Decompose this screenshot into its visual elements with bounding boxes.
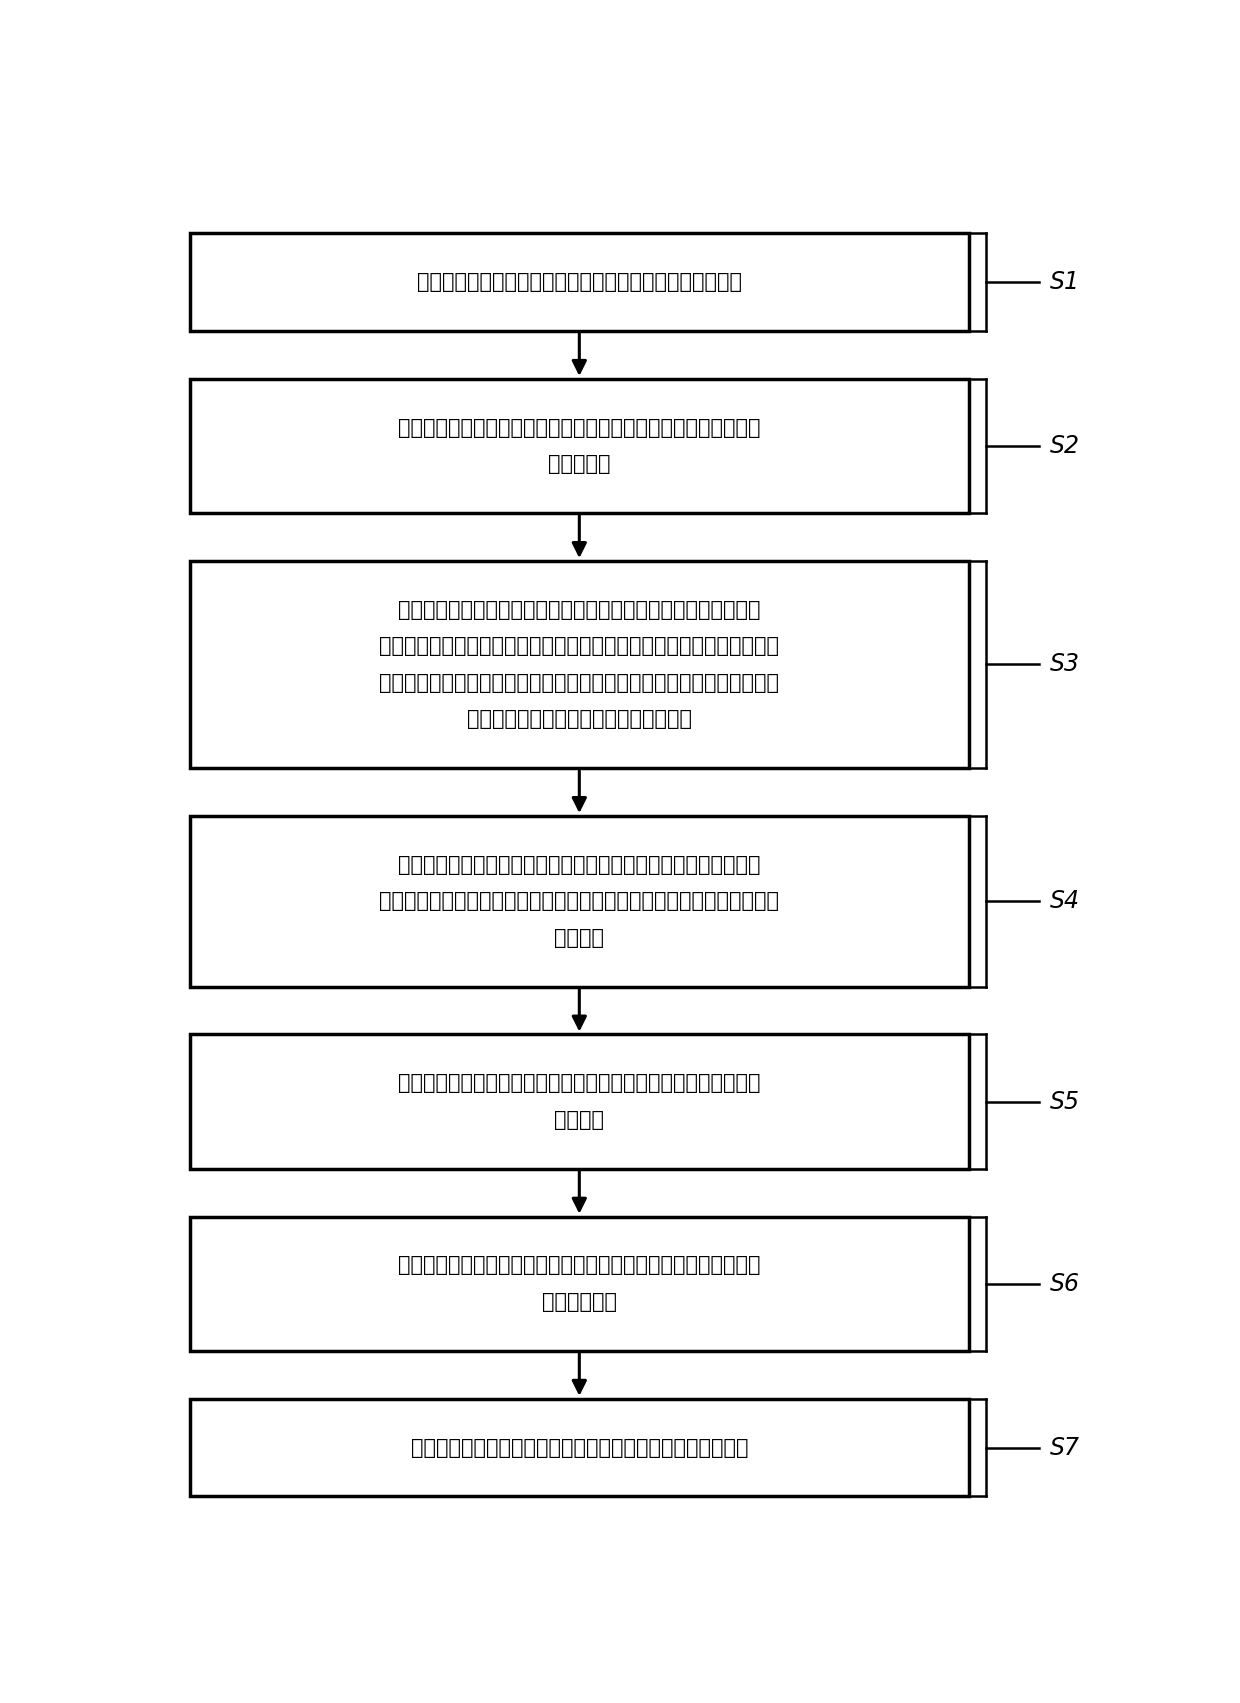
Bar — [190, 816, 968, 986]
Text: 导体材料层，其上还留存有所述介质层，所述电容器件仅具有部分结构，: 导体材料层，其上还留存有所述介质层，所述电容器件仅具有部分结构， — [379, 673, 779, 693]
Text: 提供半导体衬底，所述半导体衬底包括电阻区域和电容区域: 提供半导体衬底，所述半导体衬底包括电阻区域和电容区域 — [417, 272, 742, 291]
Text: S4: S4 — [1050, 889, 1080, 913]
Bar — [190, 1398, 968, 1497]
Text: 包括所述第一半导体材料层和所述介质层: 包括所述第一半导体材料层和所述介质层 — [466, 708, 692, 729]
Text: 在所述半导体衬底上形成第二半导体材料层并刻蚀，以形成完整的: 在所述半导体衬底上形成第二半导体材料层并刻蚀，以形成完整的 — [398, 855, 760, 875]
Bar — [190, 560, 968, 768]
Text: S2: S2 — [1050, 434, 1080, 458]
Text: 电容器件结构，包括所述第一半导体材料层、所述介质层和所述第二半导: 电容器件结构，包括所述第一半导体材料层、所述介质层和所述第二半导 — [379, 891, 779, 911]
Text: 半导体衬底: 半导体衬底 — [548, 455, 610, 473]
Text: 在所述半导体衬底上形成第一半导体材料层和介质层，以覆盖所述: 在所述半导体衬底上形成第一半导体材料层和介质层，以覆盖所述 — [398, 417, 760, 438]
Bar — [190, 1216, 968, 1350]
Text: 刻蚀所述第一半导体材料层和所述介质层，以在所述电阻区域形成: 刻蚀所述第一半导体材料层和所述介质层，以在所述电阻区域形成 — [398, 599, 760, 620]
Text: S1: S1 — [1050, 271, 1080, 295]
Text: 刻蚀所述侧墙材料层，以在所述电阻器件和所述电容器件的两侧均: 刻蚀所述侧墙材料层，以在所述电阻器件和所述电容器件的两侧均 — [398, 1255, 760, 1276]
Text: S3: S3 — [1050, 652, 1080, 676]
Text: 墙材料层: 墙材料层 — [554, 1110, 604, 1129]
Text: S7: S7 — [1050, 1436, 1080, 1459]
Text: 去除所述电阻器件的所述第一半导体材料层上方的所述介质层: 去除所述电阻器件的所述第一半导体材料层上方的所述介质层 — [410, 1437, 748, 1458]
Bar — [190, 1034, 968, 1168]
Text: S6: S6 — [1050, 1272, 1080, 1296]
Text: S5: S5 — [1050, 1090, 1080, 1114]
Text: 体材料层: 体材料层 — [554, 928, 604, 947]
Text: 电阻器件，在所述电容区域形成电容器件，所述电阻器件包括所述第一半: 电阻器件，在所述电容区域形成电容器件，所述电阻器件包括所述第一半 — [379, 637, 779, 656]
Bar — [190, 378, 968, 513]
Text: 形成侧墙结构: 形成侧墙结构 — [542, 1293, 616, 1311]
Text: 在所述半导体衬底上、所述电阻器件和所述电容器件的两侧形成侧: 在所述半导体衬底上、所述电阻器件和所述电容器件的两侧形成侧 — [398, 1073, 760, 1093]
Bar — [190, 233, 968, 330]
